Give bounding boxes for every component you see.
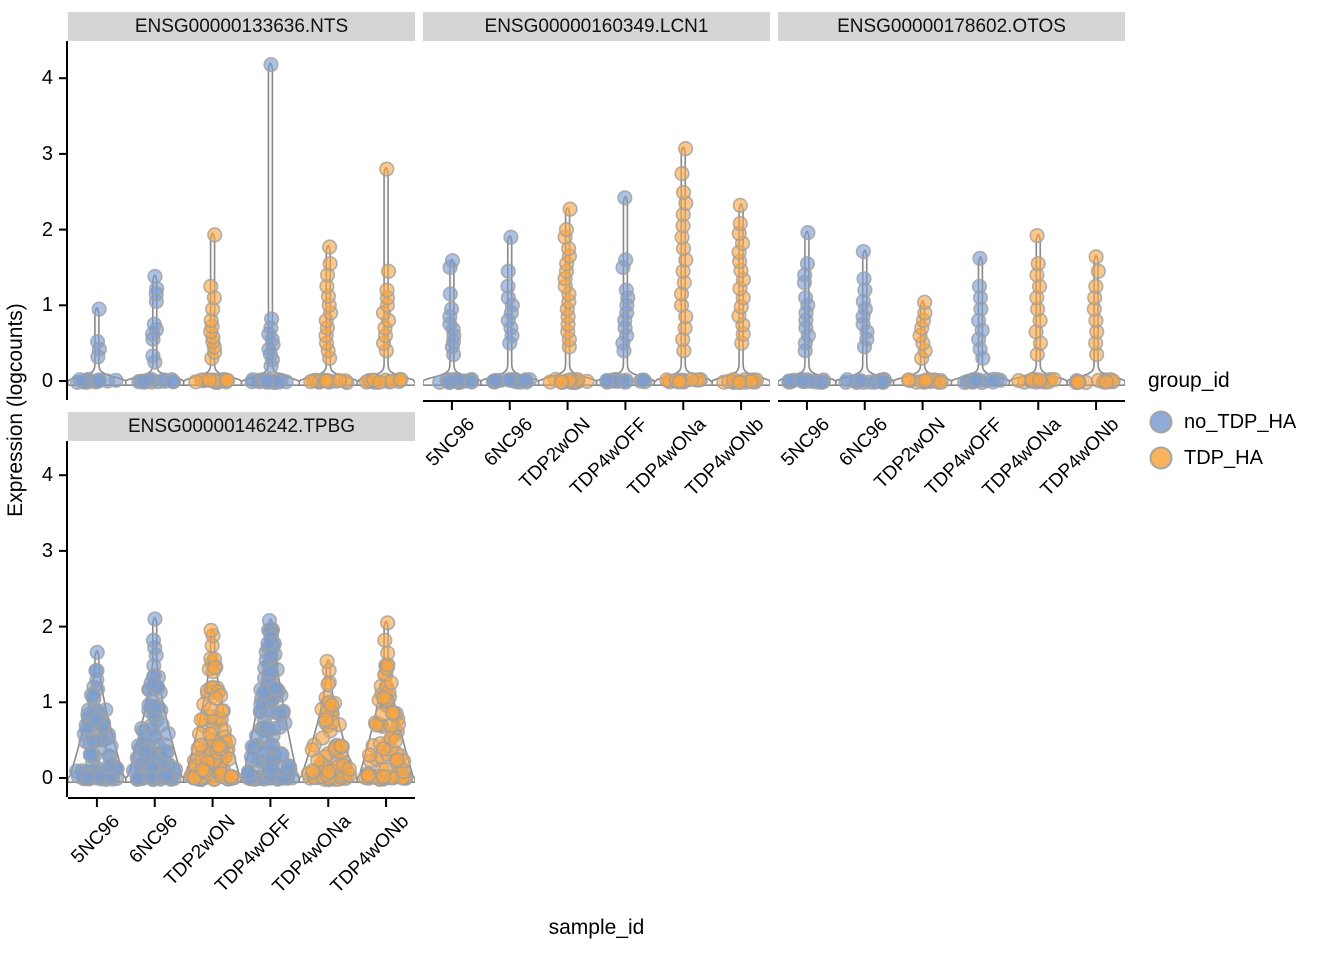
y-tick-label: 0	[41, 370, 53, 392]
legend-item: TDP_HA	[1148, 440, 1344, 476]
y-tick-label: 0	[41, 767, 53, 789]
facet-strip: ENSG00000178602.OTOS	[778, 12, 1125, 41]
legend-label: no_TDP_HA	[1184, 410, 1297, 433]
facet-panel	[423, 141, 770, 391]
facet-panel	[778, 225, 1125, 391]
facet-panel	[68, 56, 415, 391]
y-tick-label: 3	[41, 142, 53, 165]
y-tick-label: 2	[41, 218, 53, 241]
facet-title: ENSG00000133636.NTS	[134, 16, 349, 37]
y-tick-label: 2	[41, 615, 53, 638]
facet-strip: ENSG00000133636.NTS	[68, 12, 415, 41]
legend: group_id no_TDP_HA TDP_HA	[1148, 368, 1344, 476]
x-axis-title: sample_id	[548, 916, 645, 939]
legend-swatch-tdp-ha-icon	[1149, 446, 1173, 470]
y-tick-label: 1	[41, 294, 53, 317]
y-tick-label: 4	[41, 67, 53, 90]
facet-title: ENSG00000160349.LCN1	[484, 16, 709, 37]
legend-swatch-no-tdp-ha-icon	[1149, 410, 1173, 434]
legend-dot	[1149, 410, 1173, 434]
legend-title: group_id	[1148, 369, 1230, 392]
facet-panel	[68, 611, 415, 788]
legend-dot	[1149, 446, 1173, 470]
y-tick-label: 1	[41, 691, 53, 714]
facet-strip: ENSG00000146242.TPBG	[68, 412, 415, 441]
facet-title: ENSG00000178602.OTOS	[837, 16, 1066, 37]
facet-strip: ENSG00000160349.LCN1	[423, 12, 770, 41]
facet-title: ENSG00000146242.TPBG	[127, 416, 356, 437]
y-tick-label: 4	[41, 464, 53, 487]
y-tick-label: 3	[41, 539, 53, 562]
legend-label: TDP_HA	[1184, 446, 1263, 469]
legend-item: no_TDP_HA	[1148, 404, 1344, 440]
y-axis-title: Expression (logcounts)	[4, 303, 27, 517]
